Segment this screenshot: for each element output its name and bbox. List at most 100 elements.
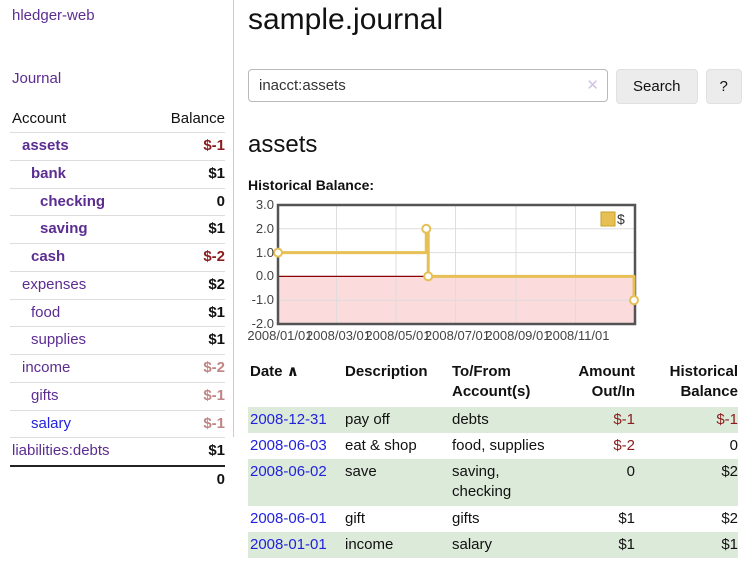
account-heading: assets <box>248 131 318 158</box>
sidebar: hledger-web Journal Account Balance asse… <box>0 0 234 494</box>
transaction-amount: $-2 <box>613 436 635 454</box>
transaction-balance: $-1 <box>635 406 738 433</box>
x-axis-tick-label: 2008/05/01 <box>365 328 431 343</box>
search-button[interactable]: Search <box>616 69 698 104</box>
register-header-amount: Amount Out/In <box>578 363 635 401</box>
transaction-amount: $1 <box>618 509 635 527</box>
account-row: gifts $-1 <box>10 381 225 410</box>
register-row: 2008-01-01 income salary $1 $1 <box>248 531 738 558</box>
transaction-balance: 0 <box>729 436 738 454</box>
register-header-date[interactable]: Date ∧ <box>250 363 299 380</box>
chart-label: Historical Balance: <box>248 177 375 193</box>
account-balance: $-2 <box>147 243 225 272</box>
transaction-balance: $2 <box>721 509 738 527</box>
transaction-balance: $1 <box>635 531 738 558</box>
accounts-header-account: Account <box>12 110 67 127</box>
chart-canvas: $ <box>273 203 640 326</box>
transaction-accounts: debts <box>450 406 558 433</box>
transaction-date-link[interactable]: 2008-06-02 <box>250 463 327 480</box>
x-axis-tick-label: 2008/09/01 <box>485 328 551 343</box>
data-point-marker[interactable] <box>423 271 434 282</box>
transaction-date-link[interactable]: 2008-06-03 <box>250 436 327 454</box>
account-link[interactable]: supplies <box>31 331 87 349</box>
account-link[interactable]: gifts <box>31 386 59 404</box>
account-row: assets $-1 <box>10 132 225 161</box>
account-row: food $1 <box>10 298 225 327</box>
register-header-description: Description <box>345 363 428 380</box>
y-axis-tick-label: 0.0 <box>255 268 274 284</box>
account-balance: $1 <box>147 298 225 327</box>
y-axis-tick-label: 1.0 <box>255 244 274 260</box>
page-title: sample.journal <box>248 3 444 36</box>
account-balance: $-2 <box>147 354 225 383</box>
y-axis-tick-label: -1.0 <box>251 292 274 308</box>
account-row: checking 0 <box>10 187 225 216</box>
account-row: cash $-2 <box>10 243 225 272</box>
account-row: expenses $2 <box>10 270 225 299</box>
account-link[interactable]: food <box>31 303 61 321</box>
main-content: sample.journal ✕ Search ? assets Histori… <box>247 0 742 558</box>
account-balance: $-1 <box>147 132 225 161</box>
register-header-accounts: To/From Account(s) <box>452 363 531 401</box>
account-link[interactable]: liabilities:debts <box>12 442 110 460</box>
transaction-description: income <box>343 531 450 558</box>
legend-swatch <box>600 211 616 227</box>
legend-label: $ <box>617 211 625 227</box>
y-axis-tick-label: 3.0 <box>255 197 274 212</box>
data-point-marker[interactable] <box>421 223 432 234</box>
register-row: 2008-12-31 pay off debts $-1 $-1 <box>248 406 738 433</box>
sort-ascending-icon: ∧ <box>286 363 299 380</box>
account-balance: $1 <box>147 437 225 466</box>
account-link[interactable]: salary <box>31 414 72 432</box>
transaction-description: save <box>343 459 450 506</box>
register-row: 2008-06-01 gift gifts $1 $2 <box>248 506 738 532</box>
x-axis-tick-label: 2008/01/01 <box>247 328 313 343</box>
account-link[interactable]: assets <box>22 137 69 154</box>
brand-link[interactable]: hledger-web <box>12 7 95 24</box>
account-balance: $2 <box>147 270 225 299</box>
accounts-header-balance: Balance <box>170 110 225 127</box>
account-balance: $1 <box>147 326 225 355</box>
data-point-marker[interactable] <box>629 295 640 306</box>
accounts-total-value: 0 <box>147 465 225 494</box>
account-link[interactable]: cash <box>31 248 66 265</box>
transaction-date-link[interactable]: 2008-12-31 <box>250 410 327 428</box>
account-row: liabilities:debts $1 <box>10 437 225 466</box>
account-balance: $1 <box>147 159 225 188</box>
data-point-marker[interactable] <box>273 247 283 258</box>
accounts-table: Account Balance assets $-1 bank $1 checking 0… <box>10 107 225 494</box>
account-row: saving $1 <box>10 215 225 244</box>
transaction-balance: $2 <box>635 459 738 506</box>
account-balance: 0 <box>147 187 225 216</box>
account-row: bank $1 <box>10 159 225 188</box>
historical-balance-chart[interactable]: $3.0 2.0 1.0 0.0 -1.0 -2.0 2008/01/01 2008/03/0… <box>247 197 742 344</box>
y-axis-tick-label: -2.0 <box>251 316 274 331</box>
account-row: salary $-1 <box>10 409 225 438</box>
transaction-date-link[interactable]: 2008-06-01 <box>250 509 327 527</box>
register-table: Date ∧ Description To/From Account(s) Am… <box>248 361 738 558</box>
help-button[interactable]: ? <box>705 69 742 104</box>
account-link[interactable]: bank <box>31 164 67 182</box>
transaction-description: eat & shop <box>345 436 417 454</box>
nav-journal-link[interactable]: Journal <box>12 70 62 87</box>
transaction-accounts: gifts <box>452 509 480 527</box>
x-axis-tick-label: 2008/11/01 <box>545 328 610 343</box>
transaction-description: gift <box>345 509 366 527</box>
account-link[interactable]: expenses <box>22 275 87 293</box>
register-row: 2008-06-03 eat & shop food, supplies $-2 0 <box>248 433 738 459</box>
search-input[interactable] <box>248 69 608 102</box>
transaction-amount: $1 <box>558 531 635 558</box>
account-link[interactable]: income <box>22 359 71 376</box>
transaction-date-link[interactable]: 2008-01-01 <box>250 535 327 553</box>
account-row: income $-2 <box>10 354 225 383</box>
account-link[interactable]: checking <box>40 192 106 210</box>
clear-search-icon[interactable]: ✕ <box>586 77 599 94</box>
transaction-accounts: saving, checking <box>450 459 558 506</box>
account-balance: $-1 <box>147 409 225 438</box>
account-balance: $-1 <box>147 381 225 410</box>
account-row: supplies $1 <box>10 326 225 355</box>
accounts-total-row: 0 <box>10 465 225 494</box>
account-link[interactable]: saving <box>40 220 88 238</box>
x-axis-tick-label: 2008/07/01 <box>424 328 491 343</box>
plot-border <box>276 203 637 326</box>
